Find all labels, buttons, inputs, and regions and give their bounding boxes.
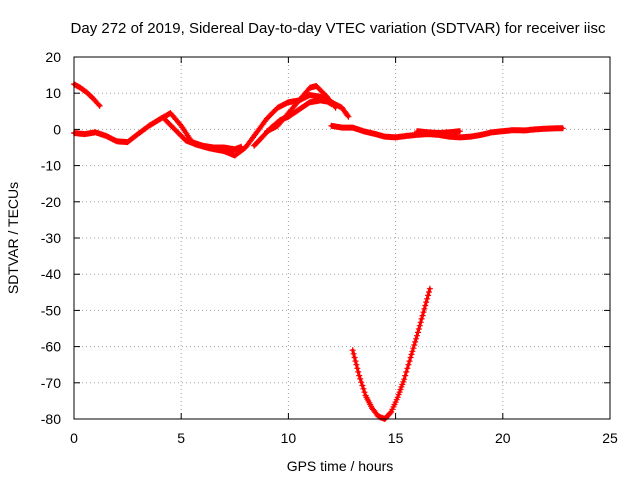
series-markers: [414, 128, 463, 136]
chart-title: Day 272 of 2019, Sidereal Day-to-day VTE…: [71, 20, 606, 37]
y-tick-label: 0: [53, 121, 61, 137]
y-tick-label: -40: [41, 266, 61, 282]
x-tick-label: 5: [177, 430, 185, 446]
y-tick-label: -50: [41, 302, 61, 318]
x-tick-label: 20: [495, 430, 511, 446]
y-tick-label: -20: [41, 194, 61, 210]
series-markers: [71, 81, 103, 109]
x-axis-label: GPS time / hours: [287, 458, 394, 474]
x-tick-label: 0: [70, 430, 78, 446]
axis-ticks: [73, 56, 611, 420]
series-arc-2: [71, 110, 245, 153]
x-tick-label: 10: [281, 430, 297, 446]
y-tick-label: -10: [41, 158, 61, 174]
series-arc-8: [349, 285, 433, 422]
series-arc-1: [71, 81, 103, 109]
y-tick-label: -30: [41, 230, 61, 246]
series-arc-5: [264, 92, 335, 135]
x-tick-label: 15: [388, 430, 404, 446]
series-markers: [264, 92, 335, 135]
y-tick-label: 20: [45, 49, 61, 65]
series-arc-6: [328, 122, 566, 141]
y-tick-label: -70: [41, 375, 61, 391]
y-tick-label: -60: [41, 339, 61, 355]
series-trace: [351, 287, 432, 421]
data-series: [71, 81, 566, 422]
y-axis-label: SDTVAR / TECUs: [5, 182, 21, 294]
series-markers: [349, 285, 433, 422]
series-markers: [71, 110, 245, 153]
x-tick-label: 25: [602, 430, 618, 446]
axis-tick-labels: 0 5 10 15 20 25 20 10 0 -10 -20 -30 -40 -50 -60 -70 -80: [41, 49, 618, 446]
series-arc-7: [414, 128, 463, 136]
y-tick-label: 10: [45, 85, 61, 101]
y-tick-label: -80: [41, 411, 61, 427]
